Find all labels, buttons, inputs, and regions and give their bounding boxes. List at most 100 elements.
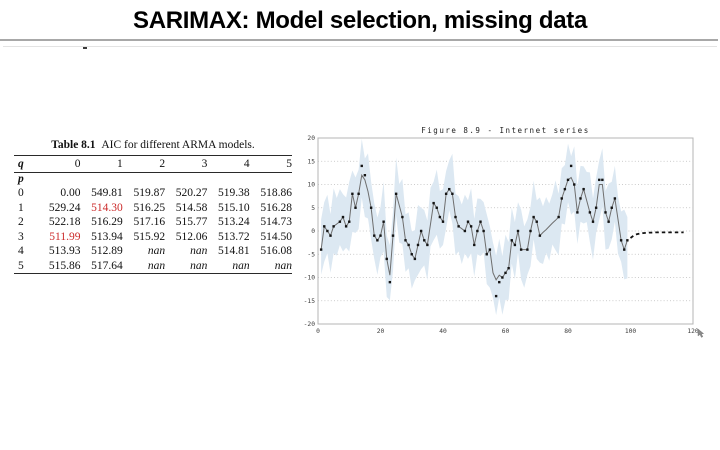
data-point [557,215,560,219]
data-point [513,243,517,247]
confidence-band [321,138,628,316]
aic-cell: 516.25 [133,201,166,214]
data-point [388,280,392,284]
internet-series-chart: Figure 8.9 - Internet series 20 15 10 5 0 -5 -1… [300,124,712,342]
chart-title: Figure 8.9 - Internet series [421,126,589,135]
chart-svg: Figure 8.9 - Internet series 20 15 10 5 0 -5 -1… [304,126,699,335]
row-label: 3 [18,230,24,243]
data-point [619,239,623,242]
data-point [532,215,535,219]
data-point [488,248,492,251]
slide-title: SARIMAX: Model selection, missing data [132,7,587,34]
data-point [351,192,354,195]
data-point [560,197,563,200]
data-point [594,206,598,209]
data-point [482,229,485,233]
data-point [457,225,460,228]
aic-cell: 514.73 [260,216,292,228]
data-point [591,220,595,223]
table-row-p4: 4 513.93 512.89 nan nan 514.81 516.08 [14,244,292,259]
aic-cell: nan [147,245,166,257]
y-tick-label: 0 [311,228,315,235]
row-label: 1 [18,201,24,214]
stray-dash-mark [83,47,87,49]
data-point [360,164,363,168]
aic-cell: 512.06 [175,230,208,243]
aic-cell: 516.08 [260,245,292,257]
aic-cell: 513.94 [91,230,123,243]
data-point [438,215,442,219]
x-tick-label: 80 [564,328,572,335]
col-header-q: q [14,155,39,173]
empty-cell [38,173,80,187]
data-point [479,220,482,223]
aic-cell: nan [122,258,166,274]
data-point [332,225,335,228]
data-point [376,239,379,242]
y-tick-label: -15 [304,298,316,305]
x-tick-label: 40 [439,328,447,335]
y-tick-label: 15 [307,158,315,165]
data-point [601,178,604,182]
data-point [369,206,373,209]
col-header-0: 0 [38,155,81,173]
data-point [344,225,348,228]
data-point [466,220,470,223]
data-point [582,187,585,191]
data-point [476,229,479,233]
aic-cell: 517.16 [133,216,166,228]
data-point [526,248,529,251]
data-point [419,229,423,233]
table-row-p5: 5 515.86 517.64 nan nan nan nan [14,258,292,274]
data-point [444,192,448,195]
aic-cell: 514.58 [175,201,208,214]
aic-cell: 516.28 [260,201,292,214]
aic-cell: 549.81 [91,187,123,199]
data-point [598,178,601,182]
aic-cell: nan [190,245,208,257]
empty-cell [250,173,292,187]
data-point [576,211,579,214]
x-tick-label: 120 [687,328,699,335]
data-point [494,294,498,298]
aic-cell: 529.24 [48,201,81,214]
table-row-p2: 2 522.18 516.29 517.16 515.77 513.24 514.73 [14,215,292,230]
data-point [510,239,513,242]
aic-cell: 514.81 [218,245,250,257]
aic-cell: 522.18 [48,216,81,228]
y-tick-label: -5 [307,251,315,258]
data-point [626,239,629,242]
data-point [338,220,342,223]
data-point [566,178,570,182]
aic-cell: 514.50 [260,230,292,243]
data-point [426,243,429,247]
y-tick-label: 10 [307,182,315,189]
data-point [610,206,613,209]
aic-cell: 513.72 [218,230,250,243]
data-point [485,253,488,256]
title-divider-line [0,39,718,41]
data-point [404,239,407,242]
table-caption: Table 8.1 AIC for different ARMA models. [14,139,292,152]
x-tick-label: 60 [502,328,510,335]
data-point [432,201,435,205]
aic-cell: 0.00 [60,187,81,199]
col-header-4: 4 [207,155,250,173]
table-caption-label: Table 8.1 [51,139,96,151]
aic-table: q 0 1 2 3 4 5 p 0 0.00 549.81 519.87 520.27 519.38 518… [14,155,292,274]
data-point [423,239,426,242]
data-point [382,220,385,223]
data-point [507,267,510,270]
x-tick-label: 20 [377,328,385,335]
table-row-p0: 0 0.00 549.81 519.87 520.27 519.38 518.86 [14,186,292,201]
aic-cell: 517.64 [80,258,123,274]
forecast-dashed-line [629,231,684,239]
data-point [319,248,323,251]
data-point [394,192,398,195]
data-point [569,164,573,168]
data-point [323,225,326,228]
empty-cell [80,173,122,187]
data-point [373,234,376,237]
table-caption-text: AIC for different ARMA models. [101,139,255,151]
